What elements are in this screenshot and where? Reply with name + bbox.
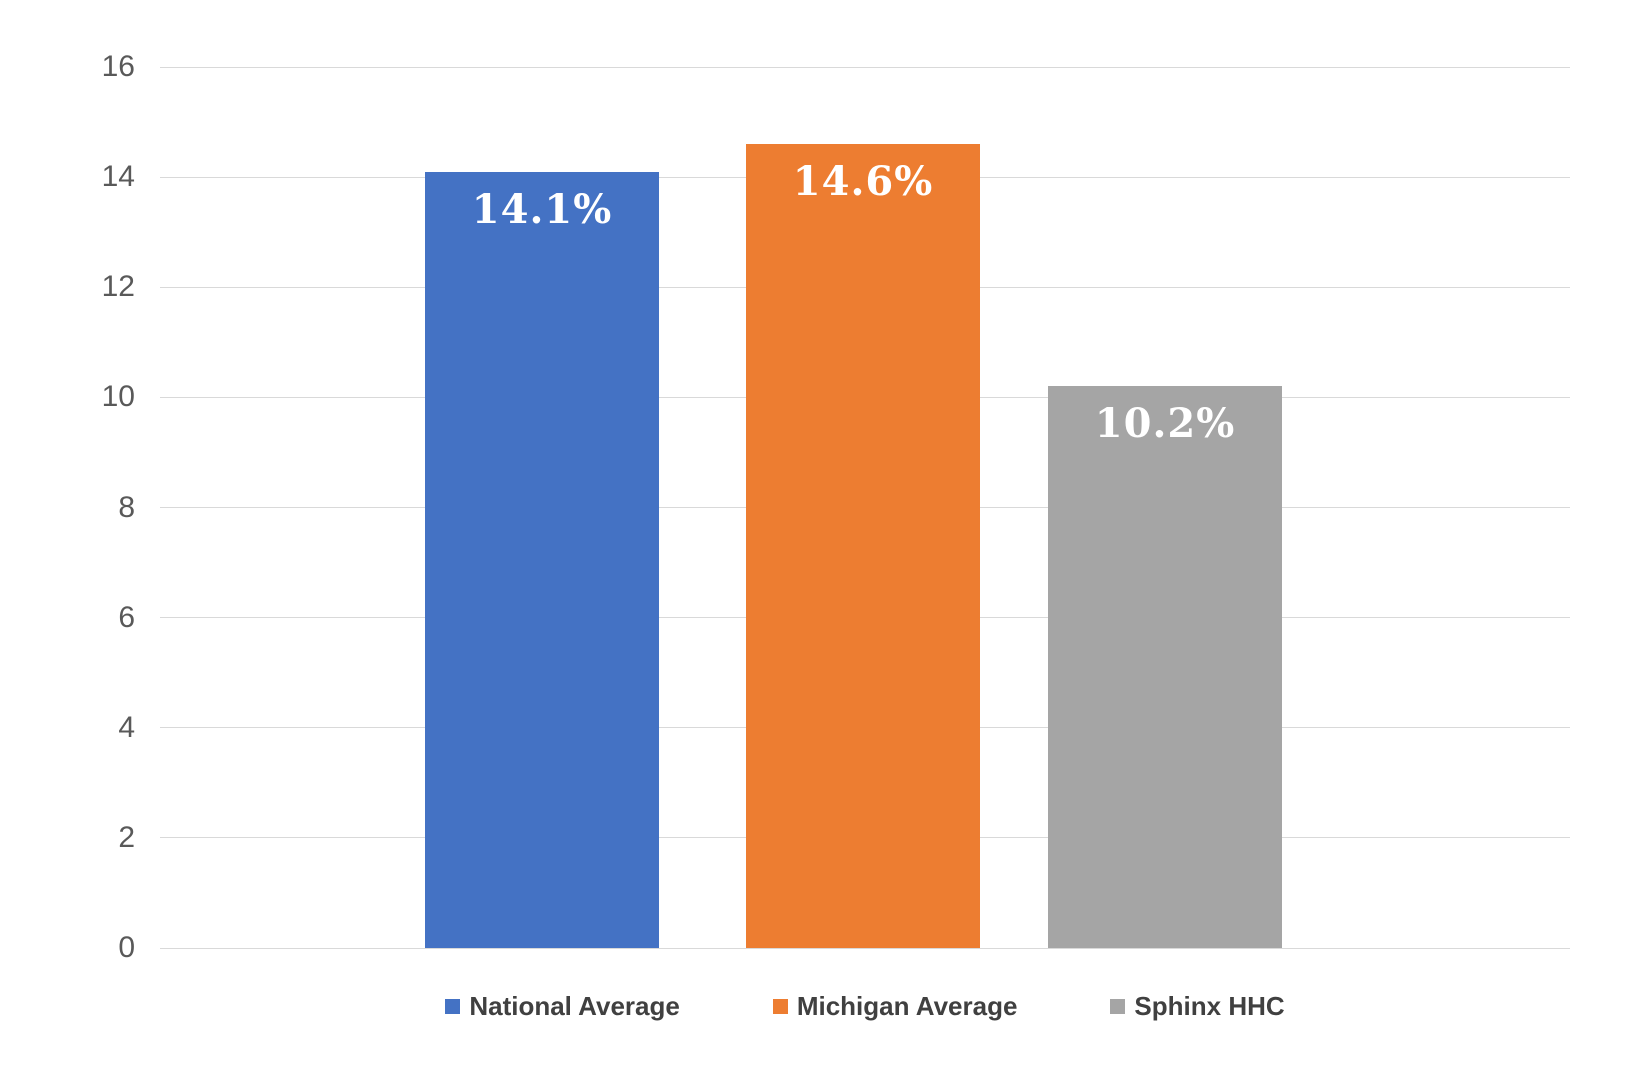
legend-label: National Average <box>469 991 680 1021</box>
legend-item-national-average: National Average <box>445 991 680 1021</box>
y-axis-label-4: 4 <box>118 710 135 744</box>
legend-swatch-icon <box>1110 998 1126 1014</box>
legend-label: Michigan Average <box>796 991 1018 1021</box>
y-axis-label-2: 2 <box>118 820 135 854</box>
y-axis-label-14: 14 <box>101 160 135 194</box>
y-axis-label-6: 6 <box>118 600 135 634</box>
legend: National Average Michigan Average Sphinx H… <box>160 986 1570 1026</box>
y-axis-label-12: 12 <box>101 270 135 304</box>
legend-label: Sphinx HHC <box>1134 991 1285 1021</box>
legend-item-michigan-average: Michigan Average <box>772 991 1018 1021</box>
y-axis-label-8: 8 <box>118 490 135 524</box>
y-axis-label-16: 16 <box>101 50 135 83</box>
bar-value-label-sphinx-hhc: 10.2% <box>1094 400 1236 448</box>
legend-item-sphinx-hhc: Sphinx HHC <box>1110 991 1285 1021</box>
y-axis-label-10: 10 <box>101 380 135 414</box>
bar-value-label-michigan-average: 14.6% <box>792 158 934 206</box>
bar-michigan-average: 14.6% <box>746 144 980 948</box>
legend-swatch-icon <box>772 998 788 1014</box>
bar-national-average: 14.1% <box>425 171 659 948</box>
gridline-0 <box>160 947 1570 949</box>
gridline-16 <box>160 66 1570 68</box>
legend-swatch-icon <box>445 998 461 1014</box>
bar-sphinx-hhc: 10.2% <box>1048 386 1282 948</box>
y-axis-label-0: 0 <box>118 931 135 964</box>
bar-value-label-national-average: 14.1% <box>471 185 613 233</box>
